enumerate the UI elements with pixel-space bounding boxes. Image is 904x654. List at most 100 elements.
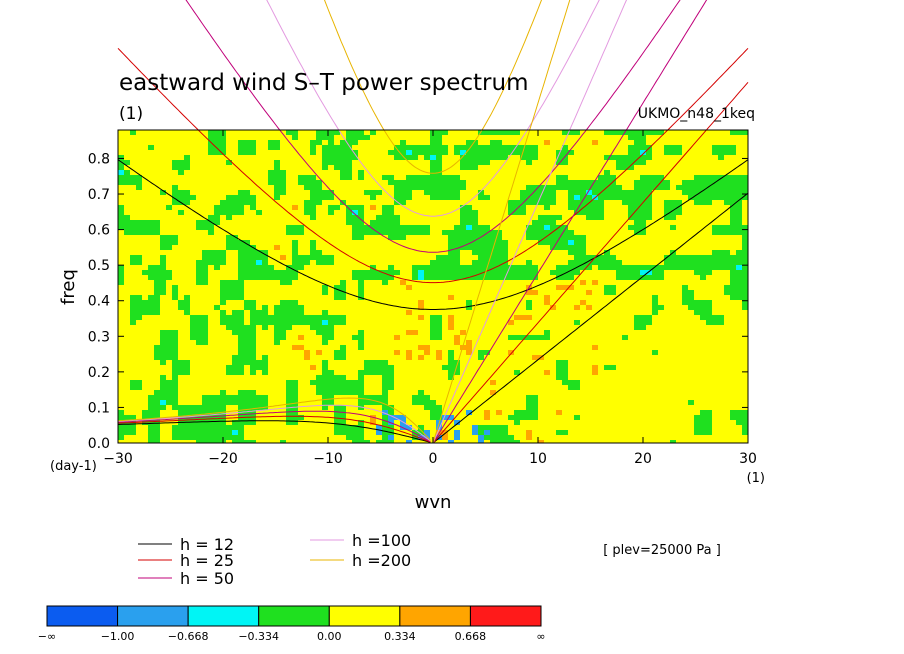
heatmap-cell: [496, 410, 502, 415]
heatmap-cell: [574, 240, 586, 245]
heatmap-cell: [334, 350, 346, 355]
heatmap-cell: [730, 215, 742, 220]
colorbar-label: 0.334: [384, 630, 416, 643]
heatmap-cell: [406, 330, 418, 335]
heatmap-cell: [220, 390, 226, 395]
heatmap-cell: [196, 270, 208, 275]
x-tick-label: 10: [529, 451, 547, 467]
heatmap-cell: [172, 425, 244, 430]
heatmap-cell: [298, 335, 304, 340]
heatmap-cell: [322, 335, 334, 340]
heatmap-cell: [574, 305, 580, 310]
heatmap-cell: [160, 245, 172, 250]
heatmap-cell: [286, 385, 298, 390]
heatmap-cell: [256, 260, 262, 265]
heatmap-cell: [454, 430, 460, 435]
heatmap-cell: [226, 215, 232, 220]
heatmap-cell: [268, 140, 280, 145]
heatmap-cell: [700, 410, 712, 415]
heatmap-cell: [160, 190, 166, 195]
heatmap-cell: [238, 390, 256, 395]
heatmap-cell: [628, 215, 652, 220]
heatmap-cell: [310, 150, 316, 155]
heatmap-cell: [130, 305, 160, 310]
heatmap-cell: [268, 170, 286, 175]
heatmap-cell: [148, 295, 160, 300]
heatmap-cell: [370, 195, 376, 200]
colorbar-label: 0.00: [317, 630, 342, 643]
heatmap-cell: [448, 360, 460, 365]
heatmap-cell: [436, 255, 460, 260]
heatmap-cell: [154, 390, 178, 395]
heatmap-cell: [448, 350, 454, 355]
heatmap-cell: [430, 330, 442, 335]
rossby-curve-h25: [117, 415, 431, 443]
heatmap-cell: [652, 270, 664, 275]
heatmap-cell: [556, 410, 562, 415]
heatmap-cell: [556, 155, 568, 160]
heatmap-cell: [442, 415, 454, 420]
heatmap-cell: [172, 375, 178, 380]
heatmap-cell: [142, 410, 160, 415]
heatmap-cell: [592, 345, 598, 350]
heatmap-cell: [478, 440, 484, 443]
heatmap-cell: [220, 310, 226, 315]
heatmap-cell: [412, 395, 430, 400]
heatmap-cell: [274, 330, 286, 335]
heatmap-cell: [382, 175, 394, 180]
heatmap-cell: [358, 375, 364, 380]
heatmap-cell: [664, 215, 676, 220]
level-label: [ plev=25000 Pa ]: [603, 543, 721, 558]
heatmap-cell: [226, 245, 256, 250]
heatmap-cell: [148, 395, 178, 400]
heatmap-cell: [436, 425, 442, 430]
heatmap-cell: [178, 210, 184, 215]
heatmap-cell: [370, 420, 376, 425]
heatmap-cell: [382, 390, 388, 395]
heatmap-cell: [274, 190, 286, 195]
heatmap-cell: [724, 285, 748, 290]
heatmap-cell: [238, 270, 298, 275]
heatmap-cell: [586, 305, 592, 310]
heatmap-cell: [544, 330, 550, 335]
heatmap-cell: [418, 355, 424, 360]
heatmap-cell: [220, 295, 244, 300]
heatmap-cell: [226, 195, 256, 200]
heatmap-cell: [370, 220, 400, 225]
heatmap-cell: [622, 200, 652, 205]
kelvin-curve-h100: [432, 0, 628, 444]
heatmap-cell: [274, 185, 286, 190]
legend-label: h = 50: [180, 569, 234, 588]
heatmap-cell: [508, 350, 514, 355]
heatmap-cell: [592, 370, 598, 375]
heatmap-cell: [478, 350, 490, 355]
heatmap-cell: [130, 260, 142, 265]
heatmap-cell: [118, 220, 160, 225]
heatmap-cell: [640, 270, 652, 275]
heatmap-cell: [328, 320, 346, 325]
x-tick-label: −20: [208, 451, 238, 467]
heatmap-cell: [178, 170, 184, 175]
heatmap-cell: [136, 185, 142, 190]
heatmap-cell: [160, 335, 178, 340]
heatmap-cell: [334, 285, 346, 290]
heatmap-cell: [310, 250, 322, 255]
heatmap-cell: [304, 350, 310, 355]
heatmap-cell: [238, 340, 256, 345]
heatmap-cell: [430, 320, 442, 325]
heatmap-cell: [238, 145, 256, 150]
heatmap-cell: [400, 140, 406, 145]
heatmap-cell: [154, 345, 178, 350]
heatmap-cell: [598, 195, 652, 200]
heatmap-cell: [202, 255, 226, 260]
legend-label: h =100: [352, 531, 411, 550]
heatmap-cell: [694, 430, 712, 435]
heatmap-cell: [418, 435, 430, 440]
heatmap-cell: [298, 180, 322, 185]
heatmap-cell: [442, 365, 460, 370]
heatmap-cell: [226, 325, 256, 330]
x-tick-label: 20: [634, 451, 652, 467]
heatmap-cell: [118, 175, 142, 180]
heatmap-cell: [460, 330, 466, 335]
y-tick-label: 0.0: [88, 436, 110, 452]
